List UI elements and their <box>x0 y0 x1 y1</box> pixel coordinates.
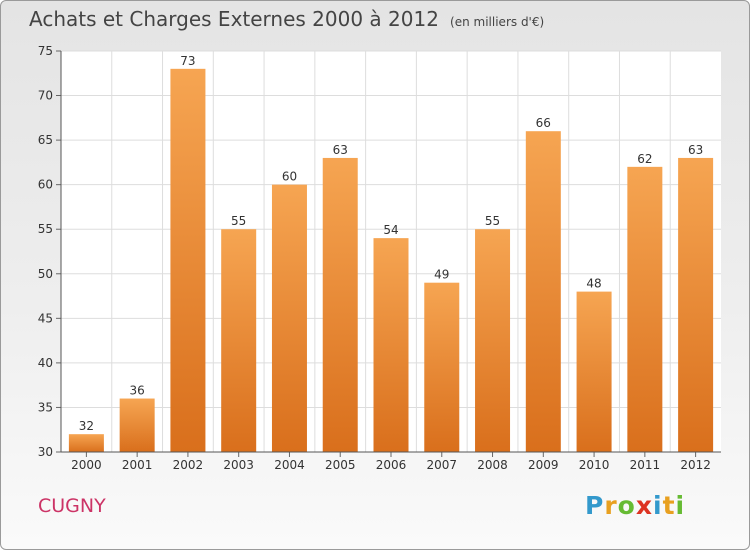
x-tick-label: 2006 <box>376 458 407 472</box>
value-label: 73 <box>180 54 195 68</box>
x-tick-label: 2009 <box>528 458 559 472</box>
x-tick-label: 2002 <box>173 458 204 472</box>
x-tick-label: 2007 <box>426 458 457 472</box>
bar-2008 <box>475 229 511 452</box>
value-label: 55 <box>231 214 246 228</box>
bar-2009 <box>525 131 561 452</box>
y-tick-label: 35 <box>38 400 53 414</box>
x-tick-label: 2001 <box>122 458 153 472</box>
x-tick-label: 2000 <box>71 458 102 472</box>
x-tick-label: 2010 <box>579 458 610 472</box>
logo-letter: i <box>653 491 663 520</box>
bar-2006 <box>373 238 409 452</box>
logo-letter: P <box>585 491 605 520</box>
logo-letter: x <box>635 491 653 520</box>
chart-unit: (en milliers d'€) <box>450 15 545 29</box>
y-tick-label: 50 <box>38 267 53 281</box>
y-tick-label: 75 <box>38 44 53 58</box>
value-label: 48 <box>586 277 601 291</box>
bar-2010 <box>576 291 612 452</box>
x-tick-label: 2003 <box>223 458 254 472</box>
chart-title-block: Achats et Charges Externes 2000 à 2012 (… <box>29 7 544 31</box>
y-tick-label: 40 <box>38 356 53 370</box>
y-tick-label: 60 <box>38 178 53 192</box>
y-tick-label: 70 <box>38 89 53 103</box>
bar-2002 <box>170 68 206 453</box>
value-label: 63 <box>688 143 703 157</box>
value-label: 54 <box>383 223 398 237</box>
value-label: 49 <box>434 268 449 282</box>
y-tick-label: 65 <box>38 133 53 147</box>
bar-2011 <box>627 166 663 452</box>
axes: 30 35 40 45 50 55 60 65 70 75 2000 2001 2002 2003 2004… <box>38 44 721 472</box>
value-label: 32 <box>79 419 94 433</box>
logo-letter: r <box>604 491 618 520</box>
commune-name: CUGNY <box>38 495 106 517</box>
x-tick-label: 2011 <box>630 458 661 472</box>
bar-2001 <box>119 398 155 452</box>
bar-2004 <box>271 184 307 452</box>
value-label: 66 <box>536 116 551 130</box>
value-label: 60 <box>282 170 297 184</box>
value-label: 62 <box>637 152 652 166</box>
bar-2007 <box>424 282 460 452</box>
value-label: 36 <box>130 384 145 398</box>
logo-letter: t <box>662 491 676 520</box>
logo-letter: o <box>617 491 636 520</box>
bar-2012 <box>678 157 714 452</box>
bar-2003 <box>221 229 257 452</box>
x-tick-label: 2012 <box>680 458 711 472</box>
y-tick-label: 30 <box>38 445 53 459</box>
x-tick-label: 2008 <box>477 458 508 472</box>
x-tick-label: 2004 <box>274 458 305 472</box>
bars: 32 36 73 55 60 63 54 49 55 66 48 62 63 <box>68 54 714 453</box>
x-tick-label: 2005 <box>325 458 356 472</box>
y-tick-label: 55 <box>38 222 53 236</box>
chart-title: Achats et Charges Externes 2000 à 2012 <box>29 7 439 31</box>
value-label: 55 <box>485 214 500 228</box>
proxiti-logo: Proxiti <box>585 491 685 520</box>
y-tick-label: 45 <box>38 311 53 325</box>
logo-letter: i <box>675 491 686 520</box>
value-label: 63 <box>333 143 348 157</box>
bar-2005 <box>322 157 358 452</box>
bar-2000 <box>68 434 104 452</box>
